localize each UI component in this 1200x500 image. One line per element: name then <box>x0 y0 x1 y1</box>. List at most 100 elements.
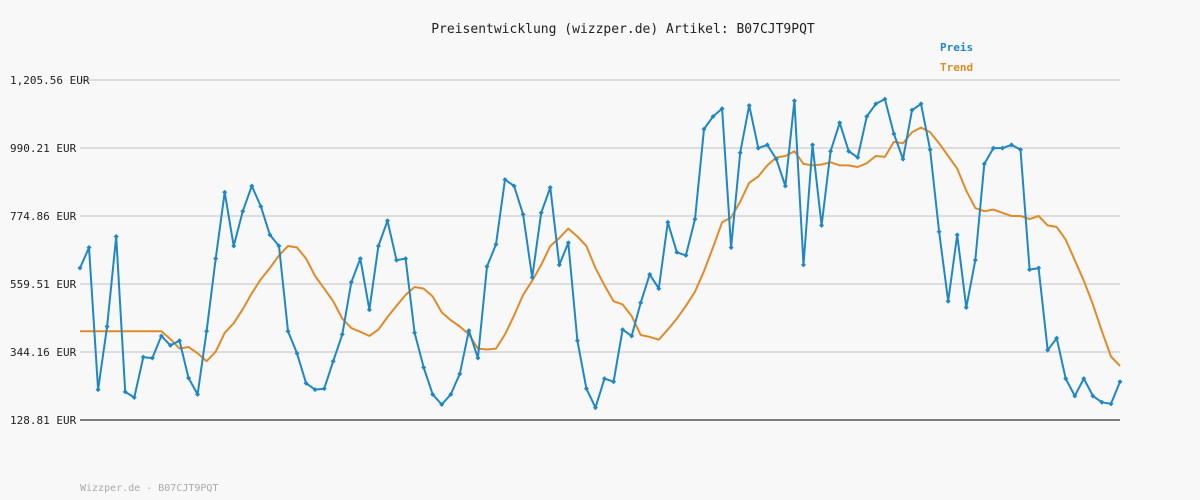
data-point <box>728 245 734 251</box>
data-point <box>86 245 92 251</box>
data-point <box>719 106 725 112</box>
data-point <box>864 113 870 119</box>
data-point <box>556 262 562 268</box>
data-point <box>963 305 969 311</box>
data-point <box>846 148 852 154</box>
data-point <box>394 257 400 263</box>
data-point <box>764 142 770 148</box>
data-point <box>800 262 806 268</box>
data-point <box>167 342 173 348</box>
y-tick-label: 128.81 EUR <box>10 414 77 427</box>
data-point <box>936 229 942 235</box>
data-point <box>375 243 381 249</box>
data-point <box>1072 393 1078 399</box>
data-point <box>104 323 110 329</box>
data-point <box>158 333 164 339</box>
data-point <box>122 389 128 395</box>
footer-credit: Wizzper.de - B07CJT9PQT <box>80 483 218 494</box>
data-point <box>384 218 390 224</box>
data-point <box>412 330 418 336</box>
data-point <box>1036 265 1042 271</box>
data-point <box>1054 335 1060 341</box>
data-point <box>873 101 879 107</box>
data-point <box>737 150 743 156</box>
data-point <box>583 386 589 392</box>
data-point <box>574 338 580 344</box>
data-point <box>900 156 906 162</box>
gridlines <box>80 79 1120 421</box>
data-point <box>457 371 463 377</box>
data-point <box>204 328 210 334</box>
data-point <box>222 189 228 195</box>
data-point <box>909 107 915 113</box>
data-point <box>629 333 635 339</box>
data-point <box>1045 347 1051 353</box>
data-point <box>149 355 155 361</box>
data-point <box>294 350 300 356</box>
data-point <box>466 328 472 334</box>
data-point <box>186 375 192 381</box>
data-point <box>692 216 698 222</box>
data-point <box>430 391 436 397</box>
series-line-preis <box>79 98 1121 409</box>
data-point <box>131 395 137 401</box>
data-point <box>855 155 861 161</box>
data-point <box>1081 376 1087 382</box>
data-point <box>348 279 354 285</box>
data-point <box>683 252 689 258</box>
data-point <box>547 185 553 191</box>
data-point <box>638 300 644 306</box>
y-tick-label: 774.86 EUR <box>10 210 77 223</box>
data-point <box>421 365 427 371</box>
y-tick-label: 559.51 EUR <box>10 278 77 291</box>
data-point <box>620 327 626 333</box>
data-point <box>113 233 119 239</box>
data-point <box>1108 401 1114 407</box>
data-point <box>267 232 273 238</box>
data-point <box>828 148 834 154</box>
data-point <box>95 387 101 393</box>
legend-trend: Trend <box>940 61 973 74</box>
data-point <box>819 222 825 228</box>
data-point <box>782 183 788 189</box>
data-point <box>439 401 445 407</box>
y-axis-ticks: 1,205.56 EUR 990.21 EUR 774.86 EUR 559.51 E… <box>10 74 90 427</box>
data-point <box>981 161 987 167</box>
chart-title: Preisentwicklung (wizzper.de) Artikel: B… <box>431 22 815 37</box>
data-point <box>972 257 978 263</box>
data-point <box>538 210 544 216</box>
data-point <box>176 338 182 344</box>
data-point <box>647 271 653 277</box>
data-point <box>240 208 246 214</box>
data-point <box>674 249 680 255</box>
series-points <box>77 96 1123 411</box>
data-point <box>565 240 571 246</box>
data-point <box>1117 379 1123 385</box>
data-point <box>1008 142 1014 148</box>
data-point <box>773 156 779 162</box>
data-point <box>592 405 598 411</box>
data-point <box>276 243 282 249</box>
data-point <box>475 355 481 361</box>
data-point <box>710 113 716 119</box>
data-point <box>882 96 888 102</box>
data-point <box>448 391 454 397</box>
data-point <box>357 256 363 262</box>
series-lines <box>79 98 1121 409</box>
data-point <box>140 354 146 360</box>
data-point <box>891 131 897 137</box>
data-point <box>1027 267 1033 273</box>
data-point <box>484 263 490 269</box>
series-line-trend <box>80 126 1121 367</box>
data-point <box>403 256 409 262</box>
data-point <box>285 328 291 334</box>
data-point <box>330 358 336 364</box>
data-point <box>529 275 535 281</box>
data-point <box>602 376 608 382</box>
data-point <box>511 183 517 189</box>
data-point <box>77 265 83 271</box>
data-point <box>837 120 843 126</box>
y-tick-label: 990.21 EUR <box>10 142 77 155</box>
data-point <box>665 219 671 225</box>
data-point <box>746 102 752 108</box>
